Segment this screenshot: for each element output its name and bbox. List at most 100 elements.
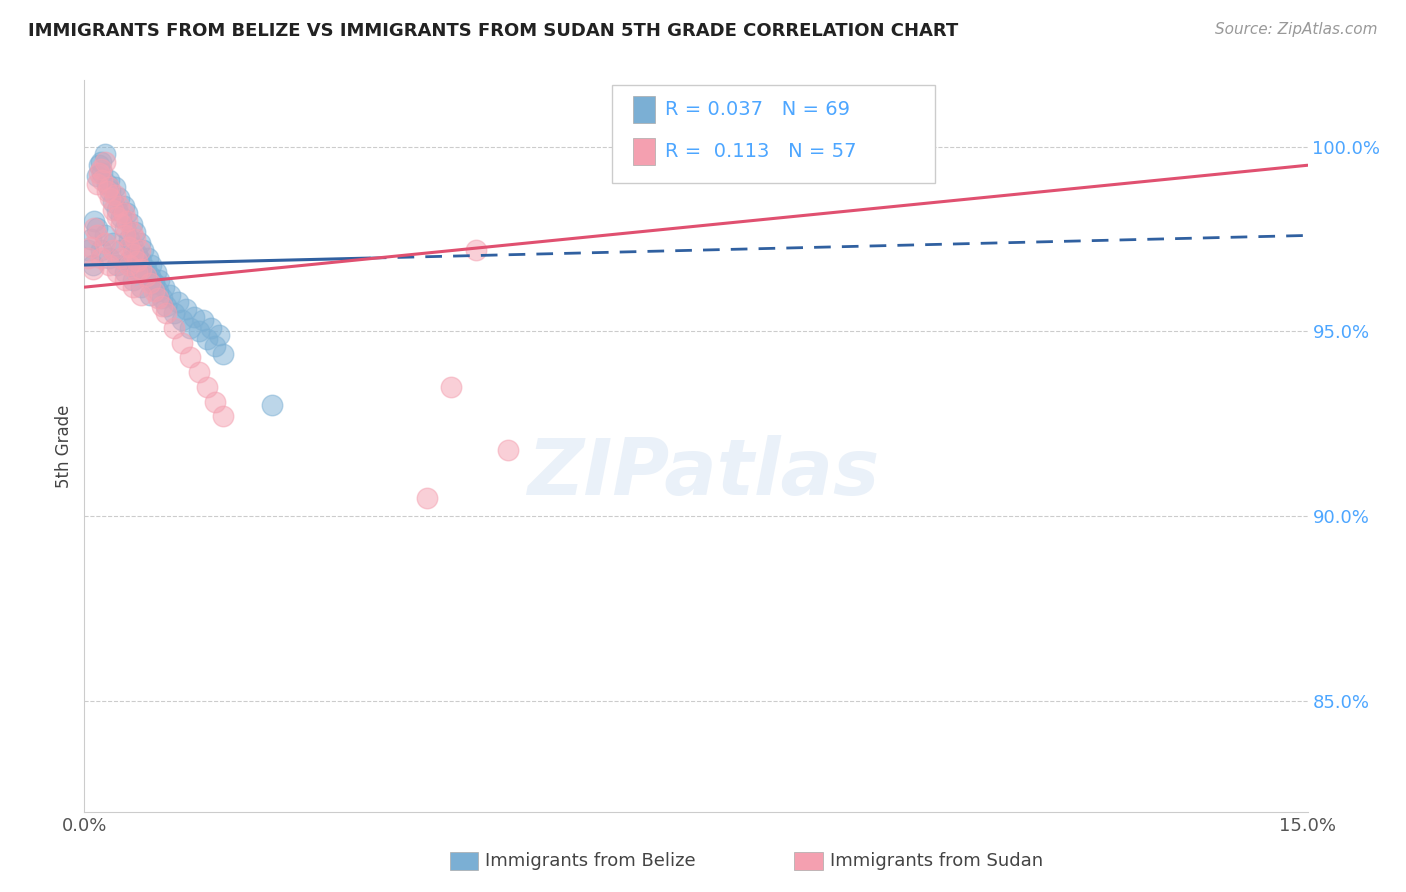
Point bbox=[179, 351, 201, 365]
Point bbox=[104, 187, 127, 202]
Point bbox=[195, 380, 218, 394]
Point bbox=[122, 247, 145, 261]
Point bbox=[440, 380, 463, 394]
Point bbox=[127, 265, 149, 279]
Point bbox=[153, 280, 176, 294]
Point bbox=[101, 195, 124, 210]
Point bbox=[96, 184, 118, 198]
Point bbox=[86, 221, 108, 235]
Point bbox=[131, 280, 153, 294]
Point bbox=[118, 239, 141, 253]
Point bbox=[136, 251, 159, 265]
Point bbox=[195, 332, 218, 346]
Point bbox=[131, 261, 153, 276]
Point bbox=[150, 299, 173, 313]
Point bbox=[159, 287, 181, 301]
Point bbox=[101, 202, 124, 217]
Point bbox=[905, 136, 928, 150]
Point bbox=[155, 306, 177, 320]
Point bbox=[104, 180, 127, 194]
Point bbox=[138, 277, 160, 291]
Point bbox=[498, 442, 520, 457]
Point bbox=[114, 228, 136, 243]
Point bbox=[105, 265, 128, 279]
Text: R =  0.113   N = 57: R = 0.113 N = 57 bbox=[665, 142, 856, 161]
Point bbox=[124, 225, 146, 239]
Point bbox=[91, 173, 114, 187]
Point bbox=[135, 268, 157, 283]
Point bbox=[187, 325, 209, 339]
Point bbox=[114, 265, 136, 279]
Point bbox=[110, 210, 132, 224]
Point bbox=[131, 287, 153, 301]
Point bbox=[97, 180, 120, 194]
Point bbox=[115, 206, 138, 220]
Point bbox=[135, 268, 157, 283]
Point bbox=[110, 251, 132, 265]
Point bbox=[86, 169, 108, 184]
Point bbox=[105, 210, 128, 224]
Point bbox=[83, 213, 105, 227]
Text: ZIPatlas: ZIPatlas bbox=[527, 434, 879, 511]
Point bbox=[82, 261, 104, 276]
Text: R = 0.037   N = 69: R = 0.037 N = 69 bbox=[665, 100, 851, 120]
Point bbox=[142, 277, 165, 291]
Point bbox=[112, 206, 135, 220]
Point bbox=[97, 173, 120, 187]
Point bbox=[107, 199, 129, 213]
Point bbox=[86, 228, 108, 243]
Point bbox=[110, 244, 132, 258]
Point bbox=[77, 244, 100, 258]
Point bbox=[114, 273, 136, 287]
Point bbox=[87, 166, 110, 180]
Point bbox=[142, 277, 165, 291]
Point bbox=[204, 394, 226, 409]
Point bbox=[91, 166, 114, 180]
Point bbox=[142, 284, 165, 298]
Point bbox=[105, 202, 128, 217]
Point bbox=[122, 280, 145, 294]
Point bbox=[107, 192, 129, 206]
Point bbox=[145, 265, 167, 279]
Point bbox=[122, 273, 145, 287]
Point bbox=[131, 254, 153, 268]
Point bbox=[127, 261, 149, 276]
Point bbox=[93, 235, 115, 250]
Point bbox=[138, 268, 160, 283]
Point bbox=[150, 291, 173, 305]
Point bbox=[132, 244, 155, 258]
Text: Immigrants from Sudan: Immigrants from Sudan bbox=[830, 852, 1043, 870]
Point bbox=[114, 221, 136, 235]
Point bbox=[212, 346, 235, 360]
Point bbox=[191, 313, 214, 327]
Point bbox=[155, 299, 177, 313]
Point bbox=[200, 320, 222, 334]
Point bbox=[115, 213, 138, 227]
Point bbox=[138, 287, 160, 301]
Point bbox=[172, 335, 194, 350]
Point bbox=[128, 244, 150, 258]
Point bbox=[100, 192, 122, 206]
Point bbox=[122, 239, 145, 253]
Point bbox=[141, 258, 163, 272]
Point bbox=[77, 251, 100, 265]
Point bbox=[112, 199, 135, 213]
Point bbox=[416, 491, 439, 505]
Point bbox=[97, 258, 120, 272]
Point bbox=[148, 273, 170, 287]
Point bbox=[179, 320, 201, 334]
Point bbox=[90, 161, 112, 176]
Point bbox=[464, 244, 486, 258]
Point bbox=[93, 147, 115, 161]
Point bbox=[174, 302, 197, 317]
Point bbox=[146, 291, 169, 305]
Point bbox=[80, 239, 103, 253]
Point bbox=[208, 328, 231, 343]
Point bbox=[127, 254, 149, 268]
Point bbox=[167, 294, 190, 309]
Point bbox=[83, 221, 105, 235]
Text: Immigrants from Belize: Immigrants from Belize bbox=[485, 852, 696, 870]
Point bbox=[172, 313, 194, 327]
Point bbox=[163, 320, 186, 334]
Point bbox=[124, 232, 146, 246]
